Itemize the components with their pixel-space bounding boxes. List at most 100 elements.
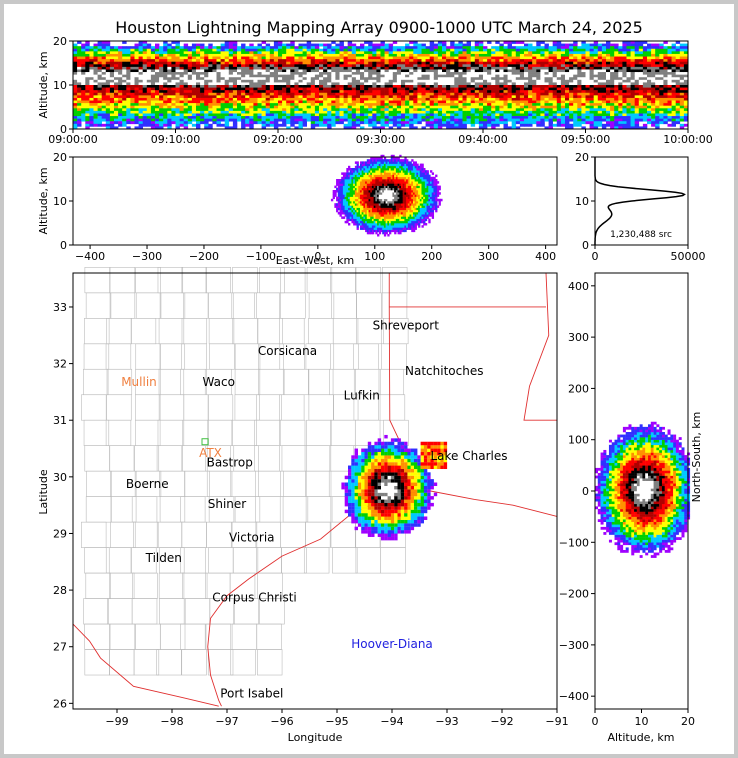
eastwest-cell [342, 187, 346, 191]
time-altitude-cell [109, 74, 115, 78]
time-altitude-cell [187, 79, 193, 83]
time-altitude-cell [200, 61, 205, 65]
time-altitude-cell [647, 69, 652, 73]
time-altitude-cell [89, 110, 94, 114]
time-altitude-cell [310, 116, 316, 119]
time-altitude-cell [450, 121, 455, 125]
time-altitude-cell [314, 108, 320, 112]
time-altitude-cell [355, 59, 361, 63]
time-altitude-cell [294, 126, 299, 130]
time-altitude-cell [339, 51, 344, 55]
eastwest-cell [346, 209, 349, 213]
time-altitude-cell [466, 105, 471, 109]
time-altitude-cell [675, 74, 681, 78]
time-altitude-cell [671, 79, 676, 83]
time-altitude-cell [614, 105, 619, 109]
time-altitude-cell [638, 95, 644, 99]
time-altitude-cell [89, 59, 94, 63]
time-altitude-cell [519, 48, 525, 52]
time-altitude-cell [286, 85, 291, 88]
time-altitude-cell [380, 113, 385, 117]
time-altitude-cell [109, 113, 115, 117]
time-altitude-cell [462, 87, 467, 91]
time-altitude-cell [478, 66, 484, 70]
time-altitude-cell [204, 110, 209, 114]
time-altitude-cell [392, 90, 398, 94]
time-altitude-cell [339, 82, 344, 86]
time-altitude-cell [581, 126, 586, 130]
time-altitude-cell [396, 113, 402, 117]
time-altitude-cell [466, 100, 471, 104]
time-altitude-cell [380, 77, 385, 81]
time-altitude-cell [495, 51, 500, 55]
time-altitude-cell [388, 90, 394, 94]
time-altitude-cell [417, 105, 422, 109]
time-altitude-cell [548, 118, 553, 122]
time-altitude-cell [536, 41, 541, 44]
time-altitude-cell [437, 97, 443, 101]
time-altitude-cell [142, 110, 148, 114]
time-altitude-cell [548, 59, 553, 63]
time-altitude-cell [519, 61, 525, 65]
time-altitude-cell [458, 103, 463, 107]
time-altitude-cell [360, 85, 365, 88]
time-altitude-cell [495, 74, 500, 78]
time-altitude-cell [528, 123, 533, 127]
time-altitude-cell [683, 95, 689, 99]
time-altitude-cell [560, 61, 566, 65]
eastwest-cell [341, 194, 344, 197]
time-altitude-cell [483, 126, 488, 130]
time-altitude-cell [310, 126, 316, 130]
time-altitude-cell [265, 123, 271, 127]
time-altitude-cell [507, 85, 512, 88]
time-altitude-cell [290, 77, 295, 81]
time-altitude-cell [417, 82, 422, 86]
time-altitude-cell [105, 51, 111, 55]
time-altitude-cell [142, 46, 148, 50]
time-altitude-cell [294, 66, 299, 70]
time-altitude-cell [454, 121, 459, 125]
time-altitude-cell [458, 74, 463, 78]
time-altitude-cell [524, 79, 529, 83]
time-altitude-cell [163, 103, 168, 107]
time-altitude-cell [446, 103, 451, 107]
time-altitude-cell [85, 90, 90, 94]
time-altitude-cell [220, 108, 225, 112]
time-altitude-cell [388, 77, 394, 81]
time-altitude-cell [601, 56, 607, 60]
time-altitude-cell [540, 108, 545, 112]
time-altitude-cell [606, 66, 611, 70]
time-altitude-cell [339, 77, 344, 81]
time-altitude-cell [183, 97, 189, 101]
time-altitude-cell [286, 46, 291, 50]
time-altitude-cell [335, 113, 340, 117]
time-altitude-cell [462, 108, 467, 112]
time-altitude-cell [573, 92, 578, 96]
time-altitude-cell [593, 100, 599, 104]
time-altitude-cell [487, 69, 492, 73]
time-altitude-cell [528, 79, 533, 83]
time-altitude-cell [73, 56, 78, 60]
time-altitude-cell [355, 100, 361, 104]
time-altitude-cell [413, 121, 418, 125]
time-altitude-cell [261, 53, 266, 57]
time-altitude-cell [347, 92, 353, 96]
time-altitude-cell [245, 121, 250, 125]
time-altitude-cell [626, 82, 631, 86]
time-altitude-cell [310, 121, 316, 125]
eastwest-cell [342, 179, 346, 182]
time-altitude-cell [532, 69, 537, 73]
time-altitude-cell [552, 95, 558, 99]
time-altitude-cell [310, 59, 316, 63]
time-altitude-cell [396, 92, 402, 96]
time-altitude-cell [376, 108, 381, 112]
time-altitude-cell [528, 97, 533, 101]
time-altitude-cell [269, 51, 275, 55]
time-altitude-cell [519, 46, 525, 50]
time-altitude-cell [560, 108, 566, 112]
time-altitude-cell [290, 123, 295, 127]
time-altitude-cell [257, 118, 262, 122]
time-altitude-cell [257, 69, 262, 73]
time-altitude-cell [548, 61, 553, 65]
time-altitude-cell [679, 69, 685, 73]
